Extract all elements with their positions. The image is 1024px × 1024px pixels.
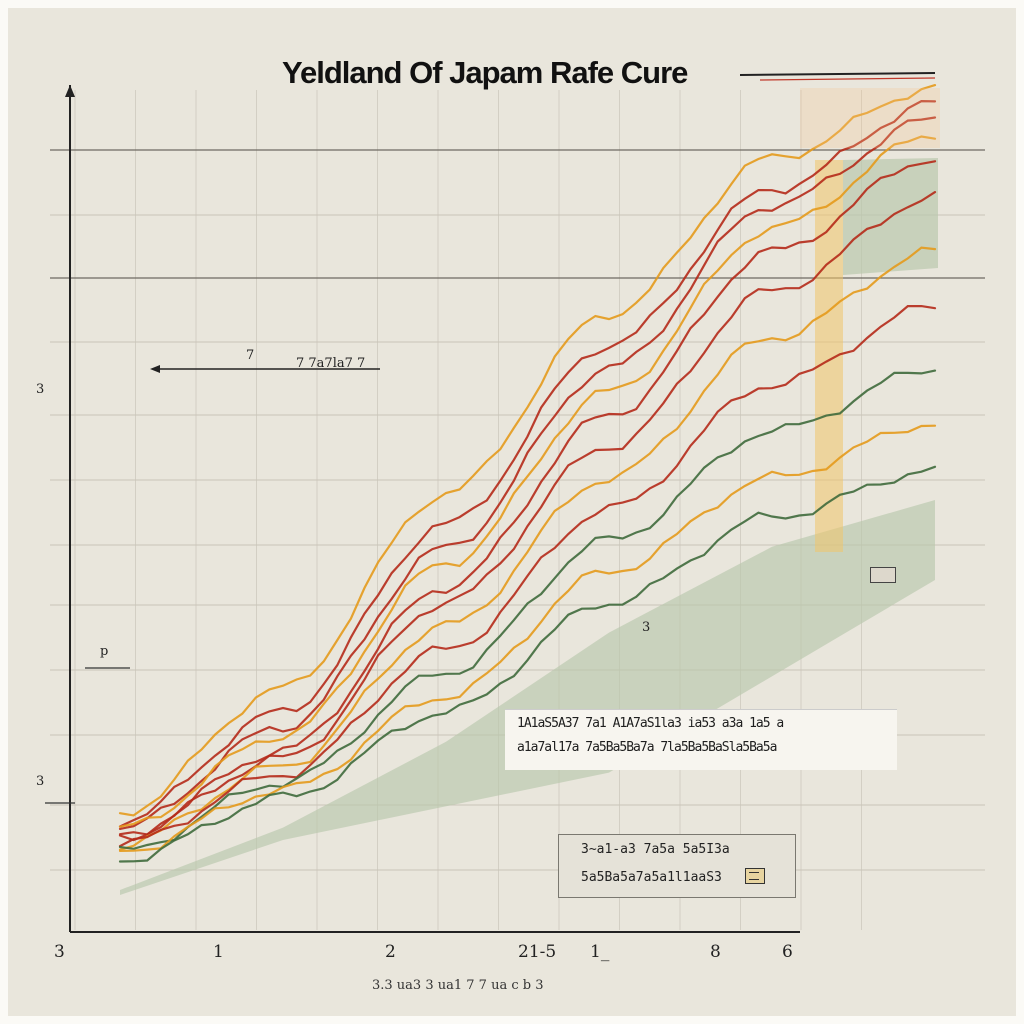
series-line [118, 84, 937, 817]
x-tick-label: 1 [213, 942, 224, 962]
y-axis-arrow [65, 85, 75, 97]
side-label: 3 [36, 774, 45, 789]
note-line: 1A1aS5A37 7a1 A1A7aS1la3 ia53 a3a 1a5 a [517, 716, 784, 731]
chart-title: Yeldland Of Japam Rafe Cure [282, 55, 688, 90]
series-line [118, 135, 937, 828]
series-line [118, 424, 937, 852]
x-tick-label: 3 [54, 942, 65, 962]
area-fill [120, 500, 935, 895]
series-line [118, 116, 937, 830]
side-label: p [100, 644, 109, 659]
x-tick-label: 6 [782, 942, 793, 962]
note-box: 1A1aS5A37 7a1 A1A7aS1la3 ia53 a3a 1a5 a … [505, 709, 897, 770]
x-tick-label: 2 [385, 942, 396, 962]
side-label: 3 [36, 382, 45, 397]
x-tick-label: 8 [710, 942, 721, 962]
legend-entry: 5a5Ba5a7a5a1l1aaS3 [581, 870, 722, 885]
x-tick-label: 21-5 [518, 942, 557, 962]
legend-box: 3~a1-a3 7a5a 5a5I3a 5a5Ba5a7a5a1l1aaS3 [558, 834, 796, 898]
annotation-arrowhead [150, 365, 160, 373]
annotation-label: 3 [642, 620, 651, 635]
series-line [118, 465, 937, 863]
x-tick-label: 1_ [590, 942, 610, 962]
small-marker-box [870, 567, 896, 583]
title-leader-line [759, 77, 936, 81]
document-icon [745, 868, 765, 884]
series-line [118, 246, 937, 851]
series-line [118, 99, 937, 828]
glow-overlay [800, 88, 940, 148]
legend-entry: 3~a1-a3 7a5a 5a5I3a [581, 842, 730, 857]
annotation-label: 7 7a7la7 7 [296, 356, 366, 371]
side-label: 7 [246, 348, 255, 363]
title-leader-line [739, 72, 936, 76]
x-axis-caption: 3.3 ua3 3 ua1 7 7 ua c b 3 [372, 978, 544, 993]
series-line [118, 305, 937, 848]
note-line: a1a7al17a 7a5Ba5Ba7a 7la5Ba5BaSla5Ba5a [517, 740, 777, 755]
series-line [118, 369, 937, 850]
series-line [118, 160, 937, 836]
